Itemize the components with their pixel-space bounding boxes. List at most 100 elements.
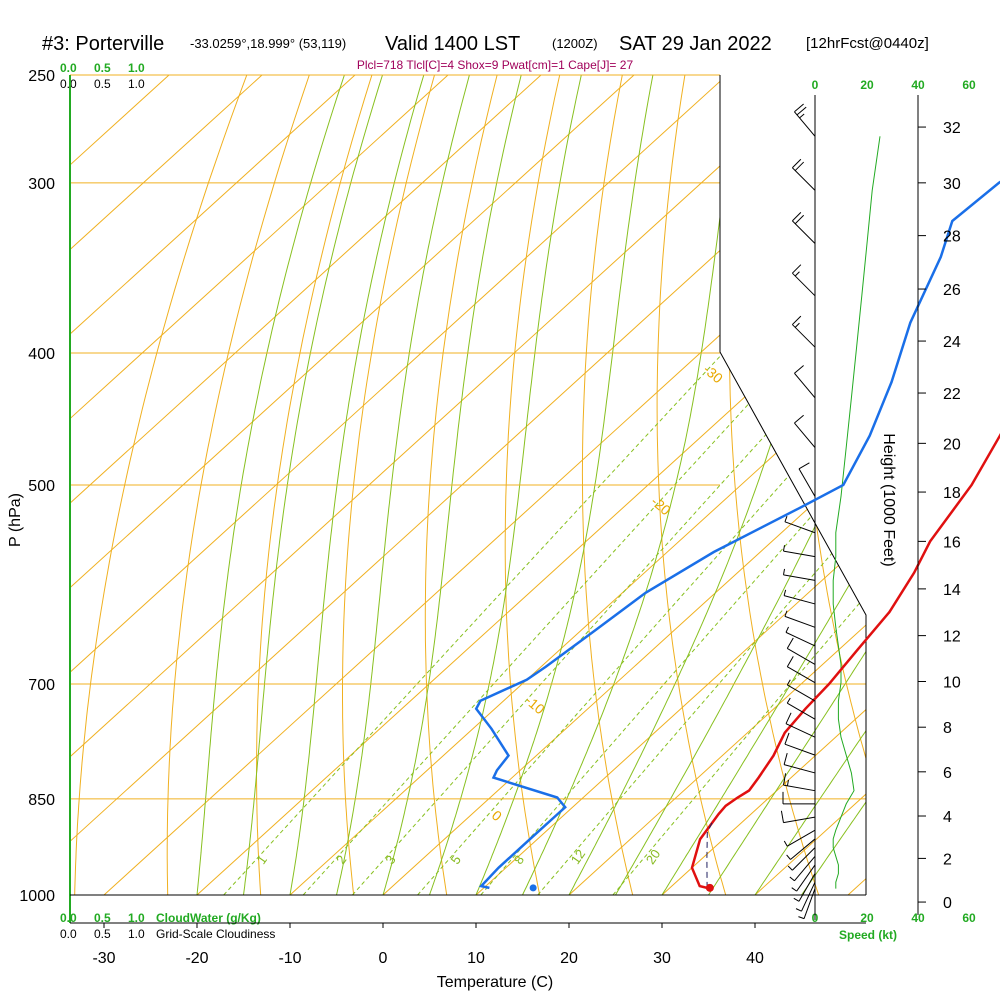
x-tick-label: -10 (278, 950, 301, 967)
wind-barb (785, 626, 816, 647)
title-utc: (1200Z) (552, 36, 598, 51)
height-tick-label: 0 (943, 895, 952, 912)
top-cloud-black-0: 0.0 (60, 77, 77, 91)
moist-adiabat (289, 75, 425, 895)
x-tick-label: 10 (467, 950, 485, 967)
bottom-cloud-black-0: 0.0 (60, 927, 77, 941)
moist-adiabat (708, 75, 866, 895)
wind-barb (784, 610, 816, 628)
isotherm-label: 0 (489, 807, 505, 824)
top-cloud-green-2: 1.0 (128, 61, 145, 75)
moist-adiabat (336, 75, 470, 895)
wind-barb (793, 873, 816, 902)
height-tick-label: 12 (943, 629, 961, 646)
dry-adiabat (166, 75, 310, 895)
x-tick-label: 20 (560, 950, 578, 967)
wind-barb (786, 656, 816, 684)
wind-barb (783, 829, 816, 847)
p-tick-label: 850 (28, 792, 55, 809)
dry-adiabat (256, 75, 373, 895)
mixing-ratio-line (537, 352, 866, 895)
moist-adiabat (615, 75, 866, 895)
wind-barb (784, 515, 816, 534)
wind-barb (783, 589, 816, 605)
wind-barb (792, 212, 816, 244)
dry-adiabat (504, 75, 561, 895)
wind-barb (786, 838, 816, 860)
bottom-cloud-black-2: 1.0 (128, 927, 145, 941)
dry-adiabat (424, 75, 498, 895)
isotherm-line (661, 75, 866, 895)
height-tick-label: 2 (943, 851, 952, 868)
wind-barb (780, 810, 816, 824)
moist-adiabat (429, 75, 582, 895)
surface-dew-dot (529, 884, 537, 892)
dry-adiabat (728, 75, 820, 895)
sounding-params: Plcl=718 Tlcl[C]=4 Shox=9 Pwat[cm]=1 Cap… (357, 58, 634, 72)
speed-top-60: 60 (962, 78, 976, 92)
title-forecast: [12hrFcst@0440z] (806, 35, 929, 52)
height-tick-label: 10 (943, 674, 961, 691)
p-tick-label: 400 (28, 346, 55, 363)
isotherm-line (568, 75, 866, 895)
wind-barb (792, 158, 816, 191)
height-tick-label: 18 (943, 485, 961, 502)
wind-barb (787, 847, 816, 871)
x-axis-label: Temperature (C) (437, 974, 553, 991)
height-tick-label: 20 (943, 436, 961, 453)
wind-barb (784, 732, 816, 756)
dry-adiabat (342, 75, 435, 895)
wind-barb (789, 855, 816, 882)
wind-barb (782, 791, 815, 805)
mixing-ratio-label: 2 (333, 852, 349, 867)
mixing-ratio-label: 3 (382, 852, 398, 867)
wind-barb (786, 637, 816, 665)
height-tick-label: 32 (943, 120, 961, 137)
moist-adiabat (475, 75, 654, 895)
height-tick-label: 26 (943, 282, 961, 299)
p-tick-label: 250 (28, 68, 55, 85)
wind-barb (785, 712, 816, 738)
isotherm-line (475, 75, 866, 895)
parcel-line (706, 819, 715, 888)
speed-bottom-60: 60 (962, 911, 976, 925)
speed-top-40: 40 (911, 78, 925, 92)
moist-adiabat (801, 75, 866, 895)
top-cloud-green-0: 0.0 (60, 61, 77, 75)
top-cloud-black-2: 1.0 (128, 77, 145, 91)
speed-profile (832, 136, 881, 889)
wind-barb (795, 881, 816, 912)
dry-adiabat (581, 75, 634, 895)
bottom-cloud-green-2: 1.0 (128, 911, 145, 925)
wind-barb (786, 679, 816, 702)
x-tick-label: 40 (746, 950, 764, 967)
dry-adiabat (74, 75, 248, 895)
title-coords: -33.0259°,18.999° (53,119) (190, 36, 346, 51)
mixing-ratio-line (223, 352, 724, 895)
p-tick-label: 500 (28, 478, 55, 495)
bottom-cloud-green-0: 0.0 (60, 911, 77, 925)
bottom-cloud-green-label: CloudWater (g/Kg) (156, 911, 261, 925)
plot-frame-right (719, 75, 867, 895)
isotherm-label: -20 (648, 493, 674, 518)
title-valid: Valid 1400 LST (385, 33, 520, 55)
title-date: SAT 29 Jan 2022 (619, 33, 772, 55)
wind-barb (798, 462, 816, 497)
wind-barb (792, 315, 816, 348)
height-tick-label: 24 (943, 334, 961, 351)
speed-top-20: 20 (860, 78, 874, 92)
bottom-cloud-black-1: 0.5 (94, 927, 111, 941)
height-tick-label: 16 (943, 534, 961, 551)
bottom-cloud-green-1: 0.5 (94, 911, 111, 925)
p-tick-label: 1000 (19, 888, 55, 905)
speed-bottom-40: 40 (911, 911, 925, 925)
mixing-ratio-label: 12 (568, 847, 589, 867)
y2-axis-label: Height (1000 Feet) (880, 433, 897, 566)
height-tick-label: 28 (943, 229, 961, 246)
bottom-cloud-black-label: Grid-Scale Cloudiness (156, 927, 275, 941)
x-tick-label: 0 (379, 950, 388, 967)
mixing-ratio-label: 20 (643, 847, 664, 867)
height-tick-label: 22 (943, 386, 961, 403)
isotherm-line (70, 75, 263, 895)
